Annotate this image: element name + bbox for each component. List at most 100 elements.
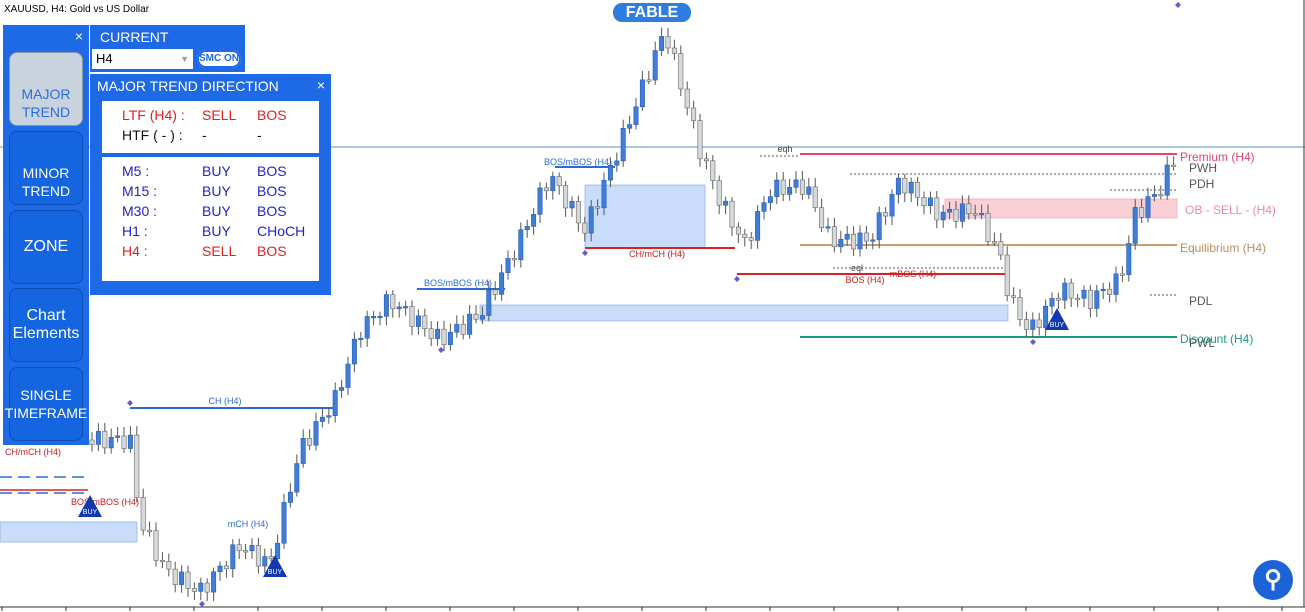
candle-body bbox=[191, 588, 197, 592]
candle-body bbox=[1081, 289, 1087, 299]
trend-row: LTF (H4) : SELL BOS bbox=[122, 107, 319, 127]
level-label: PWH bbox=[1189, 161, 1217, 175]
trend-row: H4 : SELL BOS bbox=[122, 243, 319, 263]
candle-body bbox=[550, 176, 556, 192]
candle-body bbox=[556, 176, 562, 186]
candle-body bbox=[1094, 290, 1100, 309]
candle-body bbox=[627, 124, 633, 129]
structure-label: BOS/mBOS (H4) bbox=[71, 497, 139, 507]
candle-body bbox=[243, 550, 249, 553]
brand-badge: FABLE bbox=[613, 3, 691, 22]
candle-body bbox=[543, 187, 549, 192]
timeframe-select[interactable]: H4 ▼ bbox=[92, 49, 193, 69]
candle-body bbox=[1062, 282, 1068, 301]
close-icon[interactable]: × bbox=[74, 28, 83, 44]
trend-cell: BUY bbox=[202, 183, 231, 199]
menu-button[interactable]: MAJOR TREND bbox=[9, 52, 83, 126]
zone bbox=[479, 304, 1009, 322]
candle-body bbox=[1075, 297, 1081, 300]
candle-body bbox=[230, 544, 236, 570]
signal-label: BUY bbox=[268, 569, 283, 576]
candle-body bbox=[383, 294, 389, 317]
candle-body bbox=[799, 179, 805, 195]
candle-body bbox=[479, 315, 485, 320]
candle-body bbox=[377, 315, 383, 319]
swing-marker bbox=[582, 250, 588, 256]
candle-body bbox=[499, 272, 505, 295]
structure-label: mCH (H4) bbox=[228, 519, 269, 529]
structure-label: BOS/mBOS (H4) bbox=[544, 157, 612, 167]
candle-body bbox=[729, 200, 735, 228]
trend-row: M15 : BUY BOS bbox=[122, 183, 319, 203]
candle-body bbox=[1036, 319, 1042, 328]
menu-button[interactable]: ZONE bbox=[9, 210, 83, 284]
candle-body bbox=[166, 561, 172, 570]
level-label: Equilibrium (H4) bbox=[1180, 241, 1266, 255]
candle-body bbox=[806, 186, 812, 195]
candle-body bbox=[985, 213, 991, 242]
candle-body bbox=[908, 181, 914, 194]
candle-body bbox=[140, 497, 146, 531]
trend-cell: BUY bbox=[202, 163, 231, 179]
menu-button[interactable]: MINOR TREND bbox=[9, 131, 83, 205]
candle-body bbox=[761, 202, 767, 212]
candle-body bbox=[441, 328, 447, 345]
menu-button[interactable]: SINGLE TIMEFRAME bbox=[5, 367, 87, 441]
candle-body bbox=[838, 238, 844, 248]
search-button[interactable]: ⚲ bbox=[1253, 560, 1293, 600]
trend-cell: BOS bbox=[257, 183, 287, 199]
candle-body bbox=[422, 315, 428, 330]
symbol-header: XAUUSD, H4: Gold vs US Dollar bbox=[4, 4, 150, 15]
level-label: OB - SELL - (H4) bbox=[1185, 203, 1276, 217]
candle-body bbox=[313, 421, 319, 446]
trend-row: M5 : BUY BOS bbox=[122, 163, 319, 183]
candle-body bbox=[1139, 207, 1145, 218]
signal-marker bbox=[1045, 308, 1069, 330]
smc-toggle[interactable]: SMC ON bbox=[197, 50, 241, 68]
candle-body bbox=[1055, 298, 1061, 301]
candle-body bbox=[486, 289, 492, 316]
close-icon[interactable]: × bbox=[316, 77, 325, 93]
candle-body bbox=[915, 181, 921, 198]
trend-cell: M15 : bbox=[122, 183, 158, 199]
candle-body bbox=[697, 120, 703, 160]
structure-label: CH (H4) bbox=[209, 396, 242, 406]
trend-cell: BUY bbox=[202, 223, 231, 239]
candle-body bbox=[582, 222, 588, 234]
candle-body bbox=[473, 313, 479, 320]
candle-body bbox=[1132, 207, 1138, 244]
candle-body bbox=[921, 197, 927, 207]
signal-label: BUY bbox=[83, 509, 98, 516]
candle-body bbox=[684, 88, 690, 109]
candle-body bbox=[716, 180, 722, 206]
candle-body bbox=[454, 323, 460, 333]
candle-body bbox=[895, 177, 901, 195]
candle-body bbox=[1145, 196, 1151, 218]
candle-body bbox=[415, 315, 421, 327]
candle-body bbox=[595, 206, 601, 209]
signal-marker bbox=[263, 555, 287, 577]
trend-cell: LTF (H4) : bbox=[122, 107, 185, 123]
panel-title: CURRENT bbox=[100, 29, 169, 45]
candle-body bbox=[748, 237, 754, 241]
trend-cell: M30 : bbox=[122, 203, 158, 219]
candle-body bbox=[755, 211, 761, 241]
candle-body bbox=[371, 316, 377, 319]
candle-body bbox=[351, 338, 357, 365]
candle-body bbox=[966, 203, 972, 214]
trend-cell: - bbox=[202, 127, 207, 143]
trend-cell: BOS bbox=[257, 243, 287, 259]
candle-body bbox=[620, 127, 626, 162]
candle-body bbox=[889, 194, 895, 217]
candle-body bbox=[339, 387, 345, 391]
candle-body bbox=[179, 571, 185, 585]
candle-body bbox=[307, 438, 313, 446]
candle-body bbox=[646, 79, 652, 82]
candle-body bbox=[287, 491, 293, 503]
candle-body bbox=[639, 79, 645, 108]
menu-button[interactable]: Chart Elements bbox=[9, 288, 83, 362]
candle-body bbox=[89, 439, 95, 445]
structure-label: mBOS (H4) bbox=[890, 269, 937, 279]
candle-body bbox=[364, 316, 370, 339]
candle-body bbox=[1030, 319, 1036, 330]
